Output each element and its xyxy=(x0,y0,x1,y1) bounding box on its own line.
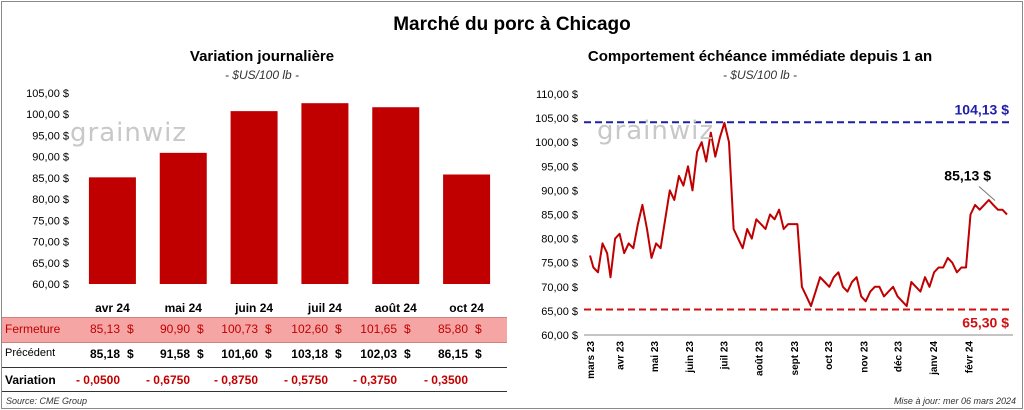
bar-y-tick-label: 80,00 $ xyxy=(32,194,69,206)
line-x-tick-label: mars 23 xyxy=(586,341,597,379)
left-watermark-logo: grainwiz xyxy=(70,118,187,148)
line-y-tick-label: 110,00 $ xyxy=(536,89,578,101)
front-month-line-chart: 60,00 $ 65,00 $ 70,00 $ 75,00 $ 80,00 $ 85,00… xyxy=(535,89,1013,379)
bar-avr-24 xyxy=(88,177,136,284)
price-series-line xyxy=(589,121,1008,308)
line-x-tick-label: avr 23 xyxy=(616,341,627,370)
table-unit: $ xyxy=(335,322,342,336)
last-value-label: 85,13 $ xyxy=(944,168,991,184)
bar-mai-24 xyxy=(159,152,207,284)
bar-y-tick-label: 70,00 $ xyxy=(32,237,69,249)
line-y-tick-label: 100,00 $ xyxy=(535,137,578,149)
line-y-tick-label: 90,00 $ xyxy=(541,185,578,197)
bar-y-tick-label: 100,00 $ xyxy=(26,109,69,121)
right-watermark-logo: grainwiz xyxy=(597,116,714,146)
bar-oct-24 xyxy=(443,174,491,284)
table-unit: $ xyxy=(127,347,134,361)
line-x-tick-label: août 23 xyxy=(755,341,766,376)
table-unit: $ xyxy=(404,322,411,336)
table-cell: 101,65 xyxy=(360,322,397,336)
table-unit: $ xyxy=(475,347,482,361)
table-unit: $ xyxy=(265,322,272,336)
line-x-tick-label: févr 24 xyxy=(964,341,975,374)
table-row-label: Fermeture xyxy=(5,322,61,336)
bar-août-24 xyxy=(372,107,420,284)
bar-x-tick-label: oct 24 xyxy=(449,301,484,315)
table-cell: 100,73 xyxy=(221,322,258,336)
line-y-tick-label: 75,00 $ xyxy=(541,258,578,270)
bar-juil-24 xyxy=(301,103,349,284)
bar-x-tick-label: avr 24 xyxy=(95,301,130,315)
table-unit: $ xyxy=(475,322,482,336)
bar-x-tick-label: juil 24 xyxy=(307,301,342,315)
line-x-tick-label: oct 23 xyxy=(824,341,835,370)
line-x-tick-label: juin 23 xyxy=(685,341,696,374)
table-row-label: Variation xyxy=(5,373,56,387)
source-note: Source: CME Group xyxy=(6,396,88,406)
table-cell: - 0,3500 xyxy=(423,373,468,387)
bar-y-tick-label: 105,00 $ xyxy=(26,88,69,100)
table-cell: 85,80 xyxy=(437,322,468,336)
line-y-tick-label: 105,00 $ xyxy=(535,113,578,125)
line-y-tick-label: 70,00 $ xyxy=(541,282,578,294)
table-unit: $ xyxy=(335,347,342,361)
table-cell: 91,58 xyxy=(159,347,190,361)
table-cell: 90,90 xyxy=(159,322,190,336)
table-cell: 85,18 xyxy=(89,347,120,361)
left-chart-subtitle: - $US/100 lb - xyxy=(224,68,300,82)
bar-y-tick-label: 65,00 $ xyxy=(32,258,69,270)
bar-y-tick-label: 60,00 $ xyxy=(32,279,69,291)
table-unit: $ xyxy=(265,347,272,361)
left-chart-title: Variation journalière xyxy=(189,48,335,65)
bar-x-tick-label: juin 24 xyxy=(234,301,273,315)
bar-x-tick-label: mai 24 xyxy=(165,301,203,315)
page-title: Marché du porc à Chicago xyxy=(393,14,631,35)
bar-x-tick-label: août 24 xyxy=(375,301,417,315)
line-y-tick-label: 95,00 $ xyxy=(541,161,578,173)
table-unit: $ xyxy=(127,322,134,336)
line-x-tick-label: juil 23 xyxy=(719,341,730,371)
daily-variation-bar-chart: 60,00 $ 65,00 $ 70,00 $ 75,00 $ 80,00 $ 85,00… xyxy=(26,88,491,315)
table-cell: 85,13 xyxy=(89,322,120,336)
table-unit: $ xyxy=(197,347,204,361)
high-reference-label: 104,13 $ xyxy=(955,101,1010,117)
table-cell: 86,15 xyxy=(437,347,468,361)
table-cell: - 0,6750 xyxy=(145,373,190,387)
bar-y-tick-label: 85,00 $ xyxy=(32,173,69,185)
closing-row-background xyxy=(2,317,507,343)
table-cell: - 0,0500 xyxy=(75,373,120,387)
right-chart-title: Comportement échéance immédiate depuis 1… xyxy=(587,48,933,65)
low-reference-label: 65,30 $ xyxy=(962,314,1009,330)
table-cell: - 0,8750 xyxy=(213,373,258,387)
right-chart-subtitle: - $US/100 lb - xyxy=(722,68,798,82)
bar-y-tick-label: 95,00 $ xyxy=(32,130,69,142)
bar-y-tick-label: 75,00 $ xyxy=(32,215,69,227)
table-unit: $ xyxy=(404,347,411,361)
table-unit: $ xyxy=(197,322,204,336)
table-cell: - 0,3750 xyxy=(352,373,397,387)
line-x-tick-label: nov 23 xyxy=(859,341,870,373)
table-cell: 102,03 xyxy=(360,347,397,361)
line-x-tick-label: sept 23 xyxy=(790,341,801,376)
line-y-tick-label: 80,00 $ xyxy=(541,234,578,246)
line-x-tick-label: déc 23 xyxy=(894,341,905,373)
last-value-leader xyxy=(978,186,996,201)
bar-y-tick-label: 90,00 $ xyxy=(32,152,69,164)
bar-juin-24 xyxy=(230,111,278,284)
table-cell: - 0,5750 xyxy=(283,373,328,387)
table-bottom-rule xyxy=(2,391,507,392)
table-cell: 102,60 xyxy=(291,322,328,336)
table-cell: 101,60 xyxy=(221,347,258,361)
line-y-tick-label: 60,00 $ xyxy=(541,330,578,342)
line-x-tick-label: janv 24 xyxy=(929,341,940,376)
line-y-tick-label: 65,00 $ xyxy=(541,306,578,318)
table-row-label: Précédent xyxy=(5,347,56,359)
line-y-tick-label: 85,00 $ xyxy=(541,210,578,222)
table-divider xyxy=(2,367,507,368)
line-x-tick-label: mai 23 xyxy=(650,341,661,373)
update-note: Mise à jour: mer 06 mars 2024 xyxy=(893,396,1016,406)
table-cell: 103,18 xyxy=(291,347,328,361)
